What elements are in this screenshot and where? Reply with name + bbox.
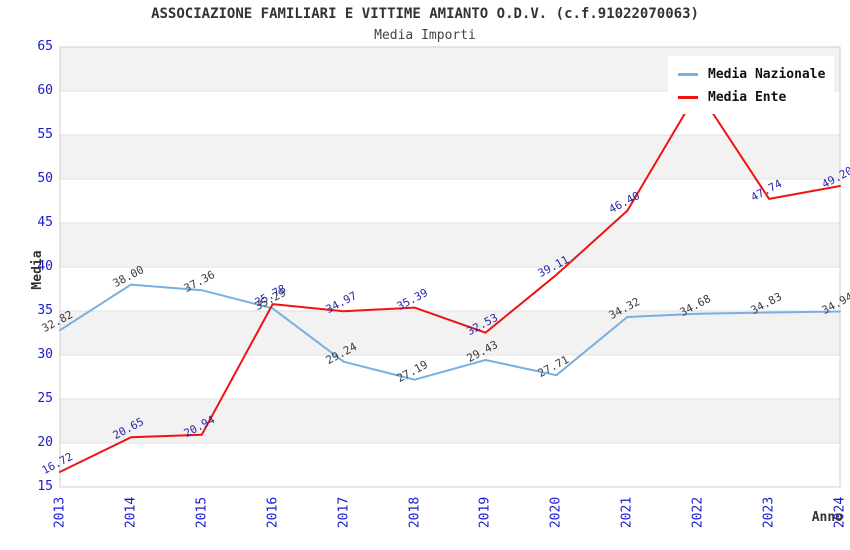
- chart-title: ASSOCIAZIONE FAMILIARI E VITTIME AMIANTO…: [151, 6, 699, 22]
- y-tick-label: 30: [37, 347, 53, 362]
- x-tick-label: 2015: [194, 496, 210, 529]
- legend-item-media-ente: Media Ente: [678, 90, 824, 105]
- x-axis-title: Anno: [811, 510, 843, 525]
- media-ente-swatch-icon: [678, 96, 698, 99]
- x-tick-label: 2013: [52, 496, 68, 529]
- x-tick-label: 2014: [123, 496, 139, 529]
- legend-label: Media Nazionale: [708, 67, 826, 82]
- media-nazionale-swatch-icon: [678, 73, 698, 76]
- x-tick-label: 2023: [761, 496, 777, 529]
- band: [60, 311, 840, 355]
- y-tick-label: 40: [37, 259, 53, 274]
- x-tick-label: 2019: [477, 496, 493, 529]
- y-tick-label: 65: [37, 39, 53, 54]
- y-tick-label: 60: [37, 83, 53, 98]
- y-tick-label: 50: [37, 171, 53, 186]
- x-tick-label: 2020: [548, 496, 564, 529]
- x-tick-label: 2017: [336, 496, 352, 529]
- plot-border: [59, 46, 841, 488]
- x-tick-label: 2022: [690, 496, 706, 529]
- chart-subtitle: Media Importi: [374, 28, 476, 43]
- y-tick-label: 15: [37, 479, 53, 494]
- legend-item-media-nazionale: Media Nazionale: [678, 67, 826, 82]
- y-tick-label: 35: [37, 303, 53, 318]
- legend-label: Media Ente: [708, 90, 787, 105]
- media-nazionale-line: [59, 283, 841, 381]
- y-axis-title: Media: [30, 250, 45, 290]
- y-tick-label: 25: [37, 391, 53, 406]
- y-tick-label: 20: [37, 435, 53, 450]
- x-tick-label: 2016: [265, 496, 281, 529]
- y-tick-label: 45: [37, 215, 53, 230]
- x-tick-label: 2018: [407, 496, 423, 529]
- band: [60, 223, 840, 267]
- x-tick-label: 2021: [619, 496, 635, 529]
- band: [60, 135, 840, 179]
- legend: Media Nazionale Media Ente: [668, 56, 834, 114]
- y-tick-label: 55: [37, 127, 53, 142]
